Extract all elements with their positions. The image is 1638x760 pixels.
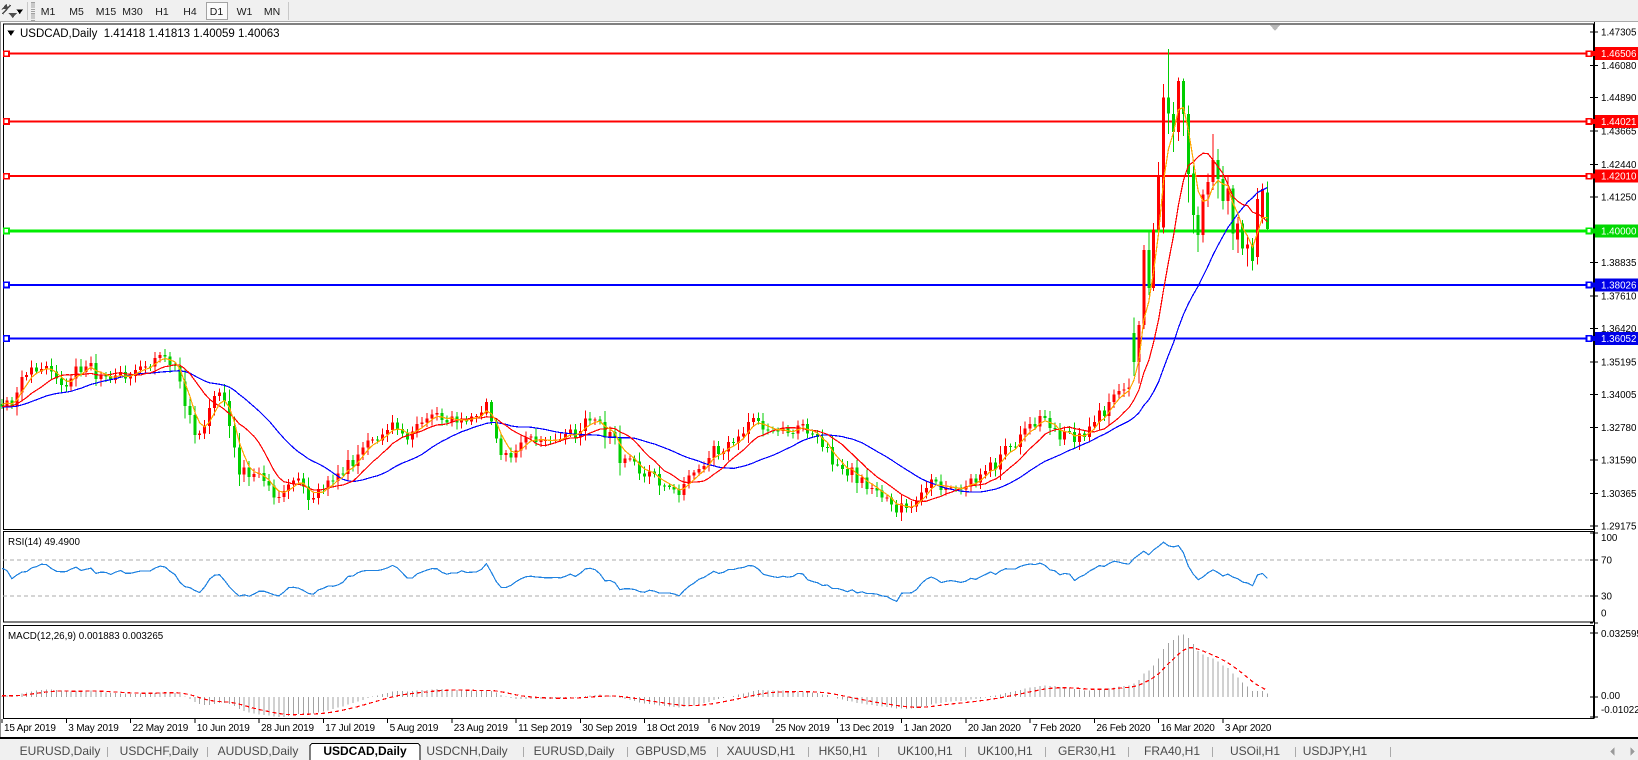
svg-text:18 Oct 2019: 18 Oct 2019	[647, 723, 700, 734]
svg-text:MN: MN	[264, 6, 280, 18]
svg-text:1.42010: 1.42010	[1601, 172, 1637, 183]
svg-text:1.44890: 1.44890	[1601, 93, 1637, 104]
svg-text:EURUSD,Daily: EURUSD,Daily	[534, 744, 615, 758]
svg-text:28 Jun 2019: 28 Jun 2019	[261, 723, 314, 734]
svg-text:USDCAD,Daily 1.41418 1.41813: USDCAD,Daily 1.41418 1.41813 1.40059 1.4…	[20, 28, 280, 40]
svg-text:17 Jul 2019: 17 Jul 2019	[325, 723, 375, 734]
svg-text:UK100,H1: UK100,H1	[977, 744, 1033, 758]
svg-text:1.42440: 1.42440	[1601, 160, 1637, 171]
svg-text:USDJPY,H1: USDJPY,H1	[1303, 744, 1368, 758]
svg-text:M15: M15	[96, 6, 117, 18]
svg-text:W1: W1	[237, 6, 253, 18]
svg-text:GBPUSD,M5: GBPUSD,M5	[636, 744, 707, 758]
svg-text:1.31590: 1.31590	[1601, 456, 1637, 467]
svg-text:M30: M30	[122, 6, 143, 18]
svg-text:1.47305: 1.47305	[1601, 27, 1637, 38]
svg-text:1.35195: 1.35195	[1601, 357, 1637, 368]
svg-text:1.34005: 1.34005	[1601, 390, 1637, 401]
svg-text:5 Aug 2019: 5 Aug 2019	[390, 723, 439, 734]
svg-text:USDCHF,Daily: USDCHF,Daily	[120, 744, 199, 758]
svg-text:30: 30	[1601, 592, 1612, 603]
svg-text:1.46506: 1.46506	[1601, 49, 1637, 60]
svg-text:1.41250: 1.41250	[1601, 192, 1637, 203]
svg-text:USDCAD,Daily: USDCAD,Daily	[323, 744, 407, 758]
svg-text:0: 0	[1601, 609, 1607, 620]
svg-text:1.29175: 1.29175	[1601, 521, 1637, 532]
svg-text:13 Dec 2019: 13 Dec 2019	[839, 723, 894, 734]
svg-text:1.43665: 1.43665	[1601, 127, 1637, 138]
svg-text:M5: M5	[69, 6, 84, 18]
svg-text:26 Feb 2020: 26 Feb 2020	[1096, 723, 1151, 734]
svg-text:1.38026: 1.38026	[1601, 280, 1637, 291]
svg-text:1 Jan 2020: 1 Jan 2020	[904, 723, 952, 734]
svg-text:7 Feb 2020: 7 Feb 2020	[1032, 723, 1081, 734]
svg-text:23 Aug 2019: 23 Aug 2019	[454, 723, 509, 734]
svg-text:3 Apr 2020: 3 Apr 2020	[1225, 723, 1272, 734]
svg-text:XAUUSD,H1: XAUUSD,H1	[727, 744, 796, 758]
svg-text:1.32780: 1.32780	[1601, 423, 1637, 434]
svg-text:-0.010222: -0.010222	[1601, 705, 1638, 716]
svg-text:UK100,H1: UK100,H1	[897, 744, 953, 758]
svg-text:10 Jun 2019: 10 Jun 2019	[197, 723, 250, 734]
svg-text:25 Nov 2019: 25 Nov 2019	[775, 723, 830, 734]
svg-text:30 Sep 2019: 30 Sep 2019	[582, 723, 637, 734]
svg-text:H1: H1	[155, 6, 169, 18]
svg-text:0.00: 0.00	[1601, 691, 1621, 702]
svg-text:1.46080: 1.46080	[1601, 61, 1637, 72]
svg-text:1.36052: 1.36052	[1601, 334, 1636, 345]
svg-text:RSI(14) 49.4900: RSI(14) 49.4900	[8, 537, 80, 548]
svg-text:16 Mar 2020: 16 Mar 2020	[1161, 723, 1216, 734]
svg-text:3 May 2019: 3 May 2019	[68, 723, 119, 734]
svg-text:0.032595: 0.032595	[1601, 629, 1638, 640]
svg-text:1.37610: 1.37610	[1601, 292, 1637, 303]
svg-text:11 Sep 2019: 11 Sep 2019	[518, 723, 572, 734]
svg-text:EURUSD,Daily: EURUSD,Daily	[20, 744, 101, 758]
svg-text:15 Apr 2019: 15 Apr 2019	[4, 723, 56, 734]
svg-text:HK50,H1: HK50,H1	[819, 744, 868, 758]
svg-text:1.44021: 1.44021	[1601, 117, 1636, 128]
svg-text:100: 100	[1601, 533, 1618, 544]
svg-text:1.30365: 1.30365	[1601, 489, 1637, 500]
svg-text:D1: D1	[210, 6, 224, 18]
svg-text:MACD(12,26,9) 0.001883 0.00326: MACD(12,26,9) 0.001883 0.003265	[8, 631, 164, 642]
svg-text:USDCNH,Daily: USDCNH,Daily	[426, 744, 507, 758]
svg-text:GER30,H1: GER30,H1	[1058, 744, 1116, 758]
svg-text:FRA40,H1: FRA40,H1	[1144, 744, 1200, 758]
svg-text:20 Jan 2020: 20 Jan 2020	[968, 723, 1021, 734]
svg-text:1.36420: 1.36420	[1601, 324, 1637, 335]
svg-text:70: 70	[1601, 556, 1612, 567]
svg-text:1.38835: 1.38835	[1601, 258, 1637, 269]
svg-text:H4: H4	[183, 6, 197, 18]
svg-text:AUDUSD,Daily: AUDUSD,Daily	[218, 744, 299, 758]
svg-text:1.40000: 1.40000	[1601, 227, 1637, 238]
svg-text:6 Nov 2019: 6 Nov 2019	[711, 723, 761, 734]
svg-text:22 May 2019: 22 May 2019	[133, 723, 189, 734]
svg-text:USOil,H1: USOil,H1	[1230, 744, 1280, 758]
svg-text:M1: M1	[41, 6, 56, 18]
